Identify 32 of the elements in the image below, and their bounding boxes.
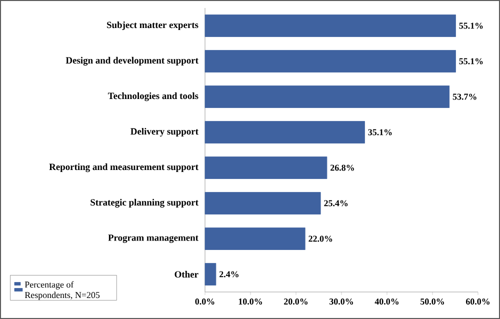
x-tick-label: 20.0% <box>284 298 308 305</box>
x-tick-label: 40.0% <box>374 298 398 305</box>
x-tick-label: 50.0% <box>420 298 444 305</box>
y-tick-label: Strategic planning support <box>90 198 198 208</box>
bar <box>204 192 321 214</box>
data-label: 26.8% <box>330 164 354 171</box>
bar <box>204 14 456 37</box>
bar <box>204 228 306 250</box>
y-tick-label: Subject matter experts <box>107 21 198 30</box>
bar <box>204 86 450 108</box>
x-tick-label: 0.0% <box>195 298 214 305</box>
y-tick-label: Technologies and tools <box>108 92 198 102</box>
y-tick-label: Delivery support <box>130 128 198 137</box>
y-tick-label: Reporting and measurement support <box>49 163 198 172</box>
bar <box>204 50 456 72</box>
bar <box>204 156 328 179</box>
data-label: 25.4% <box>324 200 348 206</box>
x-tick-label: 10.0% <box>238 298 262 305</box>
x-tick-label: 60.0% <box>466 298 490 305</box>
data-label: 53.7% <box>452 94 476 100</box>
y-tick-label: Program management <box>108 234 198 243</box>
data-label: 2.4% <box>220 271 238 278</box>
data-label: 22.0% <box>308 236 332 242</box>
bar <box>204 121 365 144</box>
x-tick-label: 30.0% <box>330 298 353 305</box>
data-label: 35.1% <box>368 129 392 136</box>
y-tick-label: Design and development support <box>66 56 198 66</box>
bar <box>204 263 216 286</box>
data-label: 55.1% <box>459 22 483 29</box>
y-tick-label: Other <box>174 270 198 278</box>
data-label: 55.1% <box>459 58 483 64</box>
legend-label: Percentage of Respondents, N=205 <box>24 281 100 300</box>
